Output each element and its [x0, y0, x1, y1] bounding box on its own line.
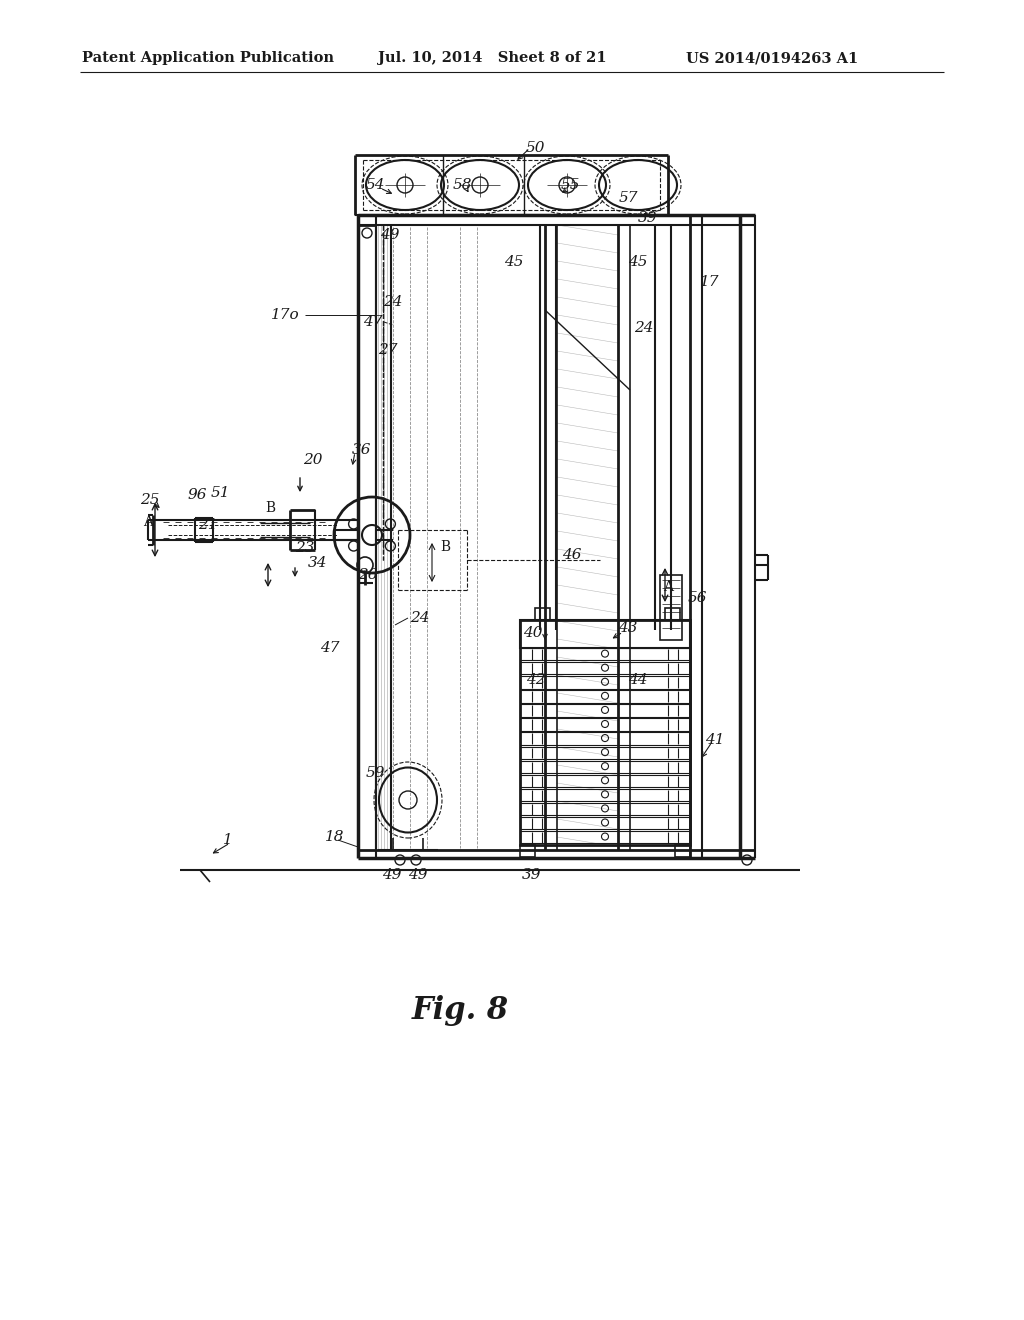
Text: 24: 24: [410, 611, 429, 624]
Text: 1: 1: [223, 833, 232, 847]
Text: 51: 51: [210, 486, 229, 500]
Bar: [520, 760, 690, 774]
Text: 39: 39: [638, 211, 657, 224]
Bar: [665, 609, 680, 620]
Text: A: A: [143, 515, 153, 529]
Text: 23: 23: [295, 541, 314, 554]
Text: 26: 26: [358, 568, 378, 582]
Bar: [520, 648, 690, 660]
Bar: [520, 845, 535, 857]
Text: 50: 50: [525, 141, 545, 154]
Text: 21: 21: [199, 517, 218, 532]
Text: 44: 44: [628, 673, 647, 686]
Text: 57: 57: [618, 191, 638, 205]
Bar: [520, 803, 690, 816]
Text: 41: 41: [706, 733, 725, 747]
Bar: [520, 775, 690, 787]
Text: Patent Application Publication: Patent Application Publication: [82, 51, 334, 65]
Text: 24: 24: [634, 321, 653, 335]
Text: 39: 39: [522, 869, 542, 882]
Text: 17o: 17o: [271, 308, 300, 322]
Text: 24: 24: [383, 294, 402, 309]
Text: 49: 49: [409, 869, 428, 882]
Text: US 2014/0194263 A1: US 2014/0194263 A1: [686, 51, 858, 65]
Bar: [675, 845, 690, 857]
Text: Jul. 10, 2014   Sheet 8 of 21: Jul. 10, 2014 Sheet 8 of 21: [378, 51, 606, 65]
Text: B: B: [265, 502, 275, 515]
Bar: [520, 676, 690, 689]
Text: 49: 49: [380, 228, 399, 242]
Bar: [520, 789, 690, 801]
Bar: [520, 747, 690, 759]
Bar: [520, 817, 690, 829]
Text: 42: 42: [526, 673, 546, 686]
Text: 56: 56: [688, 591, 708, 605]
Text: 45: 45: [504, 255, 523, 269]
Text: 96: 96: [187, 488, 207, 502]
Text: 40: 40: [523, 626, 543, 640]
Bar: [520, 690, 690, 702]
Text: 27: 27: [378, 343, 397, 356]
Text: Fig. 8: Fig. 8: [412, 994, 509, 1026]
Text: 36: 36: [352, 444, 372, 457]
Bar: [520, 663, 690, 675]
Bar: [660, 576, 682, 640]
Text: 59: 59: [366, 766, 385, 780]
Bar: [520, 733, 690, 744]
Text: B: B: [440, 540, 451, 554]
Bar: [520, 718, 690, 731]
Bar: [520, 705, 690, 717]
Text: 25: 25: [140, 492, 160, 507]
Text: 47: 47: [321, 642, 340, 655]
Bar: [520, 830, 690, 843]
Bar: [535, 609, 550, 620]
Text: 43: 43: [618, 620, 638, 635]
Text: 34: 34: [308, 556, 328, 570]
Text: 20: 20: [303, 453, 323, 467]
Text: 58: 58: [453, 178, 472, 191]
Text: 47: 47: [364, 315, 383, 329]
Text: 46: 46: [562, 548, 582, 562]
Bar: [520, 620, 690, 648]
Text: 18: 18: [326, 830, 345, 843]
Text: 54: 54: [366, 178, 385, 191]
Bar: [520, 620, 690, 845]
Text: 49: 49: [382, 869, 401, 882]
Text: A: A: [663, 579, 673, 594]
Text: 17: 17: [700, 275, 720, 289]
Text: 45: 45: [628, 255, 647, 269]
Text: 55: 55: [560, 178, 580, 191]
